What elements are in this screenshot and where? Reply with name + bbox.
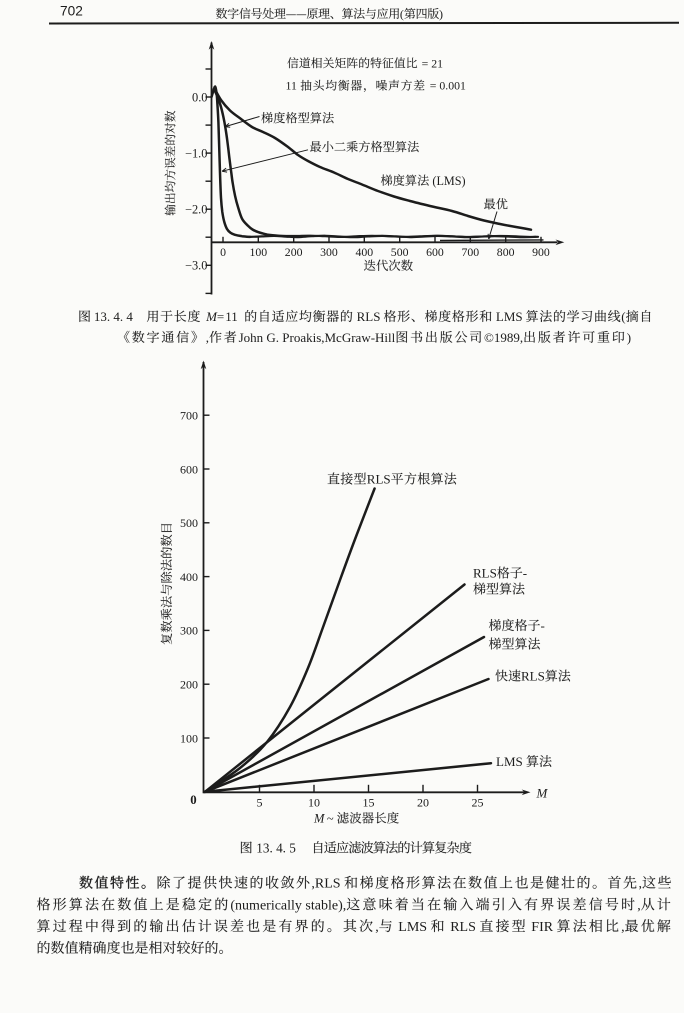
svg-text:11: 11: [225, 309, 238, 324]
svg-text:,: ,: [639, 877, 643, 892]
svg-text:,: ,: [375, 920, 379, 935]
svg-text:RLS: RLS: [473, 566, 497, 581]
svg-text:RLS: RLS: [315, 877, 341, 892]
svg-text:20: 20: [417, 796, 429, 810]
svg-text:-: -: [541, 618, 545, 633]
svg-text:5: 5: [257, 796, 263, 810]
svg-text:13. 4. 5: 13. 4. 5: [256, 840, 296, 855]
svg-text:25: 25: [472, 796, 484, 810]
svg-text:(: (: [621, 309, 625, 324]
svg-text:700: 700: [462, 245, 480, 259]
svg-text:300: 300: [180, 624, 198, 638]
svg-text:13. 4. 4: 13. 4. 4: [94, 309, 133, 324]
svg-text:800: 800: [497, 245, 515, 259]
svg-text:RLS: RLS: [450, 920, 476, 935]
svg-text:300: 300: [320, 245, 338, 259]
svg-text:0: 0: [190, 793, 196, 807]
svg-text:= 21: = 21: [422, 56, 444, 70]
svg-text:0: 0: [220, 245, 226, 259]
svg-text:RLS: RLS: [521, 669, 545, 684]
svg-text:M: M: [536, 786, 549, 801]
svg-text:11: 11: [286, 79, 297, 93]
svg-text:100: 100: [180, 731, 198, 745]
svg-text:,: ,: [520, 330, 523, 345]
svg-text:,: ,: [637, 898, 641, 913]
svg-text:700: 700: [180, 409, 198, 423]
svg-text:(: (: [400, 7, 404, 21]
svg-text:LMS: LMS: [496, 754, 523, 769]
svg-text:500: 500: [391, 245, 409, 259]
svg-text:1989: 1989: [494, 330, 520, 345]
svg-text:~: ~: [327, 812, 334, 826]
svg-text:RLS: RLS: [367, 472, 391, 487]
svg-text:400: 400: [356, 245, 374, 259]
svg-text:(LMS): (LMS): [432, 174, 465, 188]
svg-text:500: 500: [180, 516, 198, 530]
svg-text:(numerically stable),: (numerically stable),: [230, 898, 346, 913]
svg-text:LMS: LMS: [398, 920, 427, 935]
svg-text:900: 900: [532, 245, 550, 259]
svg-text:=: =: [217, 309, 224, 324]
svg-text:200: 200: [180, 678, 198, 692]
svg-text:,: ,: [206, 330, 209, 345]
svg-text:FIR: FIR: [531, 920, 553, 935]
svg-text:,: ,: [621, 920, 625, 935]
svg-text:400: 400: [180, 570, 198, 584]
svg-text:−1.0: −1.0: [185, 146, 207, 160]
svg-text:-: -: [523, 566, 527, 581]
svg-text:15: 15: [363, 796, 375, 810]
svg-text:200: 200: [285, 245, 303, 259]
svg-text:RLS: RLS: [357, 309, 381, 324]
svg-text:LMS: LMS: [496, 309, 523, 324]
svg-text:,: ,: [311, 877, 315, 892]
svg-text:M: M: [205, 309, 218, 324]
svg-text:10: 10: [308, 796, 320, 810]
svg-text:100: 100: [250, 245, 268, 259]
svg-text:): ): [627, 330, 631, 345]
svg-text:−2.0: −2.0: [185, 203, 207, 217]
svg-text:−3.0: −3.0: [185, 259, 207, 273]
svg-text:600: 600: [426, 245, 444, 259]
svg-text:John G. Proakis: John G. Proakis: [239, 330, 322, 345]
svg-text:McGraw-Hill: McGraw-Hill: [325, 330, 396, 345]
svg-text:702: 702: [60, 3, 83, 18]
svg-text:,: ,: [321, 330, 324, 345]
svg-text:600: 600: [180, 462, 198, 476]
svg-text:0.0: 0.0: [192, 90, 208, 104]
svg-text:= 0.001: = 0.001: [430, 79, 466, 93]
svg-text:): ): [439, 7, 443, 21]
svg-text:M: M: [313, 812, 325, 826]
svg-text:©: ©: [484, 330, 494, 345]
